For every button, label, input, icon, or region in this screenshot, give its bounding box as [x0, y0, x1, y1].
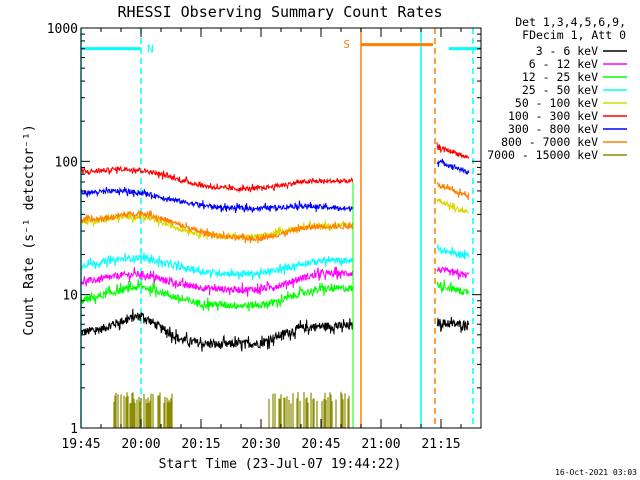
x-axis-label: Start Time (23-Jul-07 19:44:22): [159, 457, 402, 472]
series-line-7-seg-0: [80, 209, 354, 244]
high-energy-spikes-1: [268, 391, 350, 428]
series-line-0-seg-0: [80, 308, 354, 352]
legend-label-8: 7000 - 15000 keV: [487, 148, 598, 162]
series-line-1-seg-1: [436, 266, 470, 280]
series-line-4-seg-0: [80, 211, 354, 242]
legend-header-line-2: FDecim 1, Att 0: [522, 28, 626, 42]
y-axis-label: Count Rate (s⁻¹ detector⁻¹): [22, 124, 37, 335]
series-line-0-seg-1: [436, 316, 470, 333]
y-tick-label-1: 10: [62, 289, 78, 304]
legend-label-0: 3 - 6 keV: [536, 44, 598, 58]
x-tick-label-2: 20:15: [181, 437, 220, 452]
generation-timestamp: 16-Oct-2021 03:03: [555, 468, 637, 477]
chart-title: RHESSI Observing Summary Count Rates: [117, 3, 442, 21]
series-line-7-seg-1: [436, 181, 470, 201]
plot-area: N S 19:45 20:00 20:15 20:30 20:45 21:00 21:15 1 10…: [47, 22, 482, 452]
series-line-5-seg-1: [436, 142, 470, 160]
x-tick-label-1: 20:00: [121, 437, 160, 452]
x-tick-label-5: 21:00: [361, 437, 400, 452]
legend-label-7: 800 - 7000 keV: [501, 135, 598, 149]
series-line-1-seg-0: [80, 266, 354, 297]
legend-label-1: 6 - 12 keV: [529, 57, 598, 71]
legend-label-5: 100 - 300 keV: [508, 109, 598, 123]
series-line-5-seg-0: [80, 165, 354, 194]
annotation-label-1: S: [343, 38, 350, 51]
x-tick-label-0: 19:45: [61, 437, 100, 452]
high-energy-spikes-0: [113, 392, 173, 428]
series-line-6-seg-0: [80, 186, 354, 214]
series-line-3-seg-1: [436, 244, 470, 260]
y-tick-label-3: 1000: [47, 22, 78, 37]
legend-label-6: 300 - 800 keV: [508, 122, 598, 136]
x-tick-label-6: 21:15: [421, 437, 460, 452]
x-tick-label-4: 20:45: [301, 437, 340, 452]
y-tick-label-2: 100: [55, 155, 78, 170]
legend-label-2: 12 - 25 keV: [522, 70, 598, 84]
series-line-3-seg-0: [80, 252, 354, 281]
legend-header-line-1: Det 1,3,4,5,6,9,: [515, 15, 626, 29]
series-line-2-seg-1: [436, 279, 470, 296]
legend-label-3: 25 - 50 keV: [522, 83, 598, 97]
annotation-label-0: N: [147, 43, 154, 56]
y-tick-label-0: 1: [70, 422, 78, 437]
x-tick-label-3: 20:30: [241, 437, 280, 452]
series-line-2-seg-0: [80, 279, 354, 312]
legend-label-4: 50 - 100 keV: [515, 96, 598, 110]
series-line-6-seg-1: [436, 158, 470, 175]
series-line-4-seg-1: [436, 198, 469, 214]
